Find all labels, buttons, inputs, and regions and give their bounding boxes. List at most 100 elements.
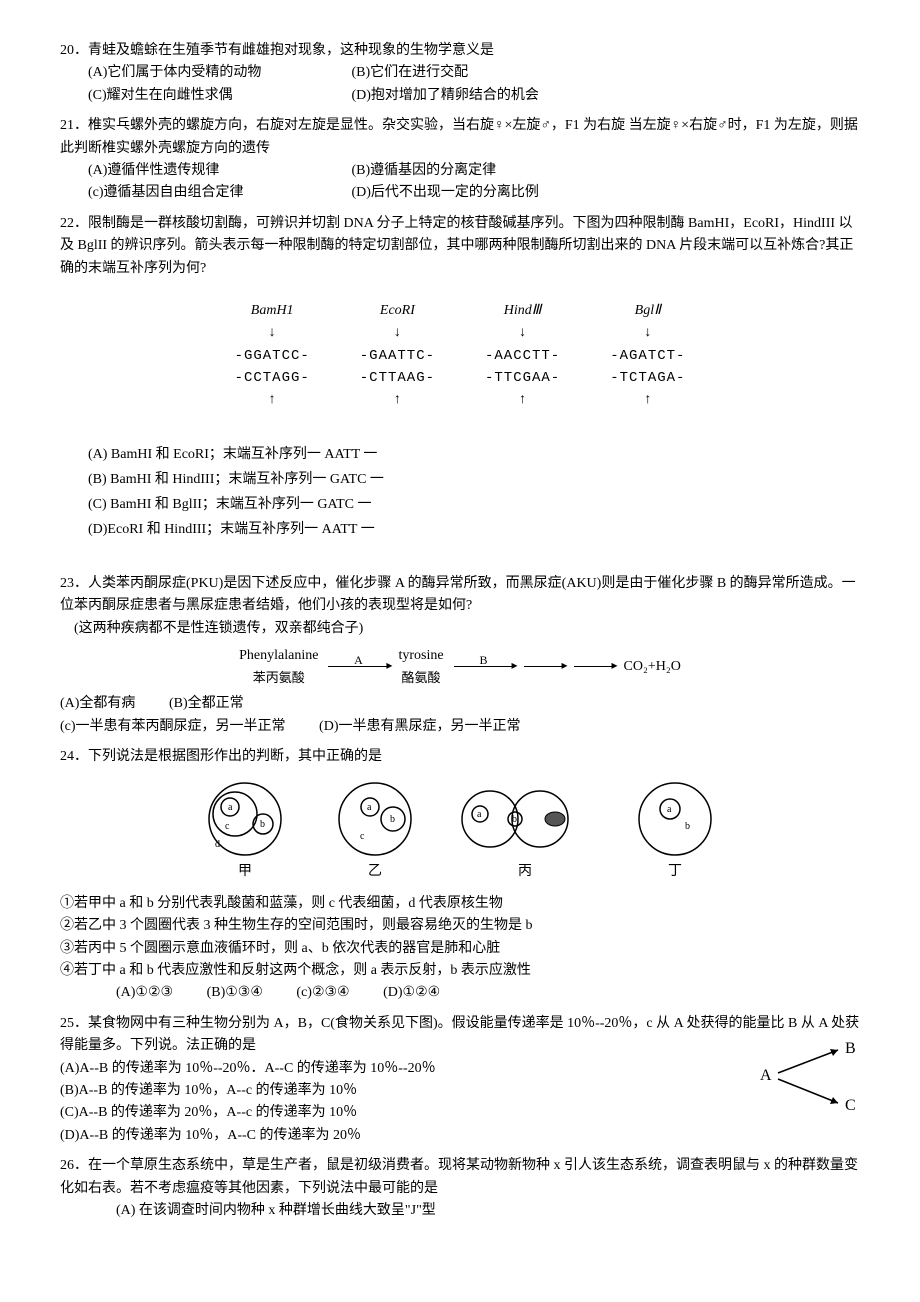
enzyme-bamh1: BamH1 ↓ -GGATCC- -CCTAGG- ↑ bbox=[235, 300, 310, 412]
enzyme-name: EcoRI bbox=[360, 300, 435, 322]
up-arrow-icon: ↑ bbox=[360, 389, 435, 411]
q21-text: 椎实乓螺外壳的螺旋方向，右旋对左旋是显性。杂交实验，当右旋♀×左旋♂，F1 为右… bbox=[60, 118, 858, 155]
question-22: 22．限制酶是一群核酸切割酶，可辨识并切割 DNA 分子上特定的核苷酸碱基序列。… bbox=[60, 213, 860, 543]
q24-num: 24． bbox=[60, 749, 88, 764]
svg-text:a: a bbox=[667, 804, 672, 815]
down-arrow-icon: ↓ bbox=[360, 322, 435, 344]
down-arrow-icon: ↓ bbox=[610, 322, 685, 344]
q24-options: (A)①②③ (B)①③④ (c)②③④ (D)①②④ bbox=[60, 982, 860, 1004]
svg-text:c: c bbox=[225, 821, 230, 832]
q24-opt-c: (c)②③④ bbox=[296, 982, 349, 1004]
up-arrow-icon: ↑ bbox=[485, 389, 560, 411]
enzyme-seq-top: -AGATCT- bbox=[610, 345, 685, 367]
enzyme-name: BglⅡ bbox=[610, 300, 685, 322]
svg-text:a: a bbox=[477, 809, 482, 820]
q24-s2: ②若乙中 3 个圆圈代表 3 种生物生存的空间范围时，则最容易绝灭的生物是 b bbox=[60, 915, 860, 937]
enzyme-bgl2: BglⅡ ↓ -AGATCT- -TCTAGA- ↑ bbox=[610, 300, 685, 412]
q24-text: 下列说法是根据图形作出的判断，其中正确的是 bbox=[88, 749, 382, 764]
q21-opt-d: (D)后代不出现一定的分离比例 bbox=[352, 185, 539, 200]
q20-opt-b: (B)它们在进行交配 bbox=[352, 65, 469, 80]
venn-yi: a b c 乙 bbox=[325, 779, 425, 883]
enzyme-name: BamH1 bbox=[235, 300, 310, 322]
pathway-end: CO₂+H₂O bbox=[624, 656, 681, 678]
q20-opt-c: (C)耀对生在向雌性求偶 bbox=[88, 85, 348, 107]
svg-text:b: b bbox=[260, 819, 265, 830]
question-21: 21．椎实乓螺外壳的螺旋方向，右旋对左旋是显性。杂交实验，当右旋♀×左旋♂，F1… bbox=[60, 115, 860, 205]
pathway-phenylalanine: Phenylalanine bbox=[239, 645, 318, 667]
q22-text: 限制酶是一群核酸切割酶，可辨识并切割 DNA 分子上特定的核苷酸碱基序列。下图为… bbox=[60, 216, 853, 276]
q21-opt-b: (B)遵循基因的分离定律 bbox=[352, 163, 497, 178]
venn-label: 乙 bbox=[325, 861, 425, 883]
pathway-diagram: Phenylalanine 苯丙氨酸 A tyrosine 酪氨酸 B CO₂+… bbox=[60, 645, 860, 688]
q23-opt-a: (A)全都有病 bbox=[60, 696, 135, 711]
down-arrow-icon: ↓ bbox=[235, 322, 310, 344]
question-25: 25．某食物网中有三种生物分别为 A，B，C(食物关系见下图)。假设能量传递率是… bbox=[60, 1013, 860, 1147]
q25-text: 某食物网中有三种生物分别为 A，B，C(食物关系见下图)。假设能量传递率是 10… bbox=[60, 1016, 859, 1053]
q21-opt-a: (A)遵循伴性遗传规律 bbox=[88, 160, 348, 182]
up-arrow-icon: ↑ bbox=[610, 389, 685, 411]
venn-label: 丙 bbox=[455, 861, 595, 883]
venn-jia: a b c d 甲 bbox=[195, 779, 295, 883]
enzyme-seq-bot: -CCTAGG- bbox=[235, 367, 310, 389]
enzyme-ecori: EcoRI ↓ -GAATTC- -CTTAAG- ↑ bbox=[360, 300, 435, 412]
q24-opt-d: (D)①②④ bbox=[383, 982, 440, 1004]
venn-label: 甲 bbox=[195, 861, 295, 883]
enzyme-seq-top: -AACCTT- bbox=[485, 345, 560, 367]
arrow-label-a: A bbox=[354, 651, 363, 670]
venn-bing-svg: a b bbox=[455, 779, 595, 859]
q22-opt-a: (A) BamHI 和 EcoRI；末端互补序列一 AATT 一 bbox=[88, 442, 860, 467]
node-c: C bbox=[845, 1097, 856, 1114]
q22-opt-c: (C) BamHI 和 BglII；末端互补序列一 GATC 一 bbox=[88, 492, 860, 517]
node-b: B bbox=[845, 1040, 856, 1057]
q23-opt-b: (B)全都正常 bbox=[169, 696, 244, 711]
q26-num: 26． bbox=[60, 1158, 88, 1173]
q22-num: 22． bbox=[60, 216, 88, 231]
arrow-a-icon: A bbox=[328, 666, 388, 667]
q26-opt-a: (A) 在该调查时间内物种 x 种群增长曲线大致呈"J"型 bbox=[116, 1200, 860, 1222]
enzyme-diagram: BamH1 ↓ -GGATCC- -CCTAGG- ↑ EcoRI ↓ -GAA… bbox=[60, 300, 860, 412]
q23-opt-c: (c)一半患有苯丙酮尿症，另一半正常 bbox=[60, 719, 286, 734]
q25-opt-a: (A)A--B 的传递率为 10％--20％．A--C 的传递率为 10％--2… bbox=[60, 1058, 860, 1080]
venn-yi-svg: a b c bbox=[325, 779, 425, 859]
q21-options: (A)遵循伴性遗传规律 (B)遵循基因的分离定律 (c)遵循基因自由组合定律 (… bbox=[60, 160, 860, 205]
q23-opt-d: (D)一半患有黑尿症，另一半正常 bbox=[319, 719, 520, 734]
enzyme-seq-bot: -TCTAGA- bbox=[610, 367, 685, 389]
q22-options: (A) BamHI 和 EcoRI；末端互补序列一 AATT 一 (B) Bam… bbox=[60, 442, 860, 543]
svg-text:c: c bbox=[360, 831, 365, 842]
q21-num: 21． bbox=[60, 118, 88, 133]
q20-opt-d: (D)抱对增加了精卵结合的机会 bbox=[352, 88, 539, 103]
q20-num: 20． bbox=[60, 43, 88, 58]
svg-text:b: b bbox=[512, 814, 517, 825]
venn-ding: a b 丁 bbox=[625, 779, 725, 883]
q24-s3: ③若丙中 5 个圆圈示意血液循环时，则 a、b 依次代表的器官是肺和心脏 bbox=[60, 938, 860, 960]
q20-opt-a: (A)它们属于体内受精的动物 bbox=[88, 62, 348, 84]
svg-text:a: a bbox=[228, 802, 233, 813]
q25-opt-c: (C)A--B 的传递率为 20％，A--c 的传递率为 10％ bbox=[60, 1102, 860, 1124]
question-23: 23．人类苯丙酮尿症(PKU)是因下述反应中，催化步骤 A 的酶异常所致，而黑尿… bbox=[60, 573, 860, 738]
enzyme-hind3: HindⅢ ↓ -AACCTT- -TTCGAA- ↑ bbox=[485, 300, 560, 412]
q22-opt-d: (D)EcoRI 和 HindIII；末端互补序列一 AATT 一 bbox=[88, 517, 860, 542]
arrow-icon bbox=[574, 666, 614, 667]
q23-note: (这两种疾病都不是性连锁遗传，双亲都纯合子) bbox=[60, 618, 860, 640]
question-26: 26．在一个草原生态系统中，草是生产者，鼠是初级消费者。现将某动物新物种 x 引… bbox=[60, 1155, 860, 1222]
q23-options: (A)全都有病 (B)全都正常 (c)一半患有苯丙酮尿症，另一半正常 (D)一半… bbox=[60, 693, 860, 738]
q24-opt-b: (B)①③④ bbox=[207, 982, 263, 1004]
svg-text:d: d bbox=[215, 839, 220, 850]
enzyme-seq-bot: -CTTAAG- bbox=[360, 367, 435, 389]
pathway-phenylalanine-cn: 苯丙氨酸 bbox=[239, 668, 318, 689]
up-arrow-icon: ↑ bbox=[235, 389, 310, 411]
food-web-diagram: A B C bbox=[750, 1035, 860, 1115]
q20-text: 青蛙及蟾蜍在生殖季节有雌雄抱对现象，这种现象的生物学意义是 bbox=[88, 43, 494, 58]
q24-s4: ④若丁中 a 和 b 代表应激性和反射这两个概念，则 a 表示反射，b 表示应激… bbox=[60, 960, 860, 982]
pathway-tyrosine: tyrosine bbox=[398, 645, 443, 667]
svg-text:b: b bbox=[390, 814, 395, 825]
q22-opt-b: (B) BamHI 和 HindIII；末端互补序列一 GATC 一 bbox=[88, 467, 860, 492]
q23-num: 23． bbox=[60, 576, 88, 591]
q24-s1: ①若甲中 a 和 b 分别代表乳酸菌和蓝藻，则 c 代表细菌，d 代表原核生物 bbox=[60, 893, 860, 915]
q25-opt-b: (B)A--B 的传递率为 10％，A--c 的传递率为 10％ bbox=[60, 1080, 860, 1102]
down-arrow-icon: ↓ bbox=[485, 322, 560, 344]
question-20: 20．青蛙及蟾蜍在生殖季节有雌雄抱对现象，这种现象的生物学意义是 (A)它们属于… bbox=[60, 40, 860, 107]
q20-options: (A)它们属于体内受精的动物 (B)它们在进行交配 (C)耀对生在向雌性求偶 (… bbox=[60, 62, 860, 107]
node-a: A bbox=[760, 1067, 772, 1084]
q23-text: 人类苯丙酮尿症(PKU)是因下述反应中，催化步骤 A 的酶异常所致，而黑尿症(A… bbox=[60, 576, 856, 613]
